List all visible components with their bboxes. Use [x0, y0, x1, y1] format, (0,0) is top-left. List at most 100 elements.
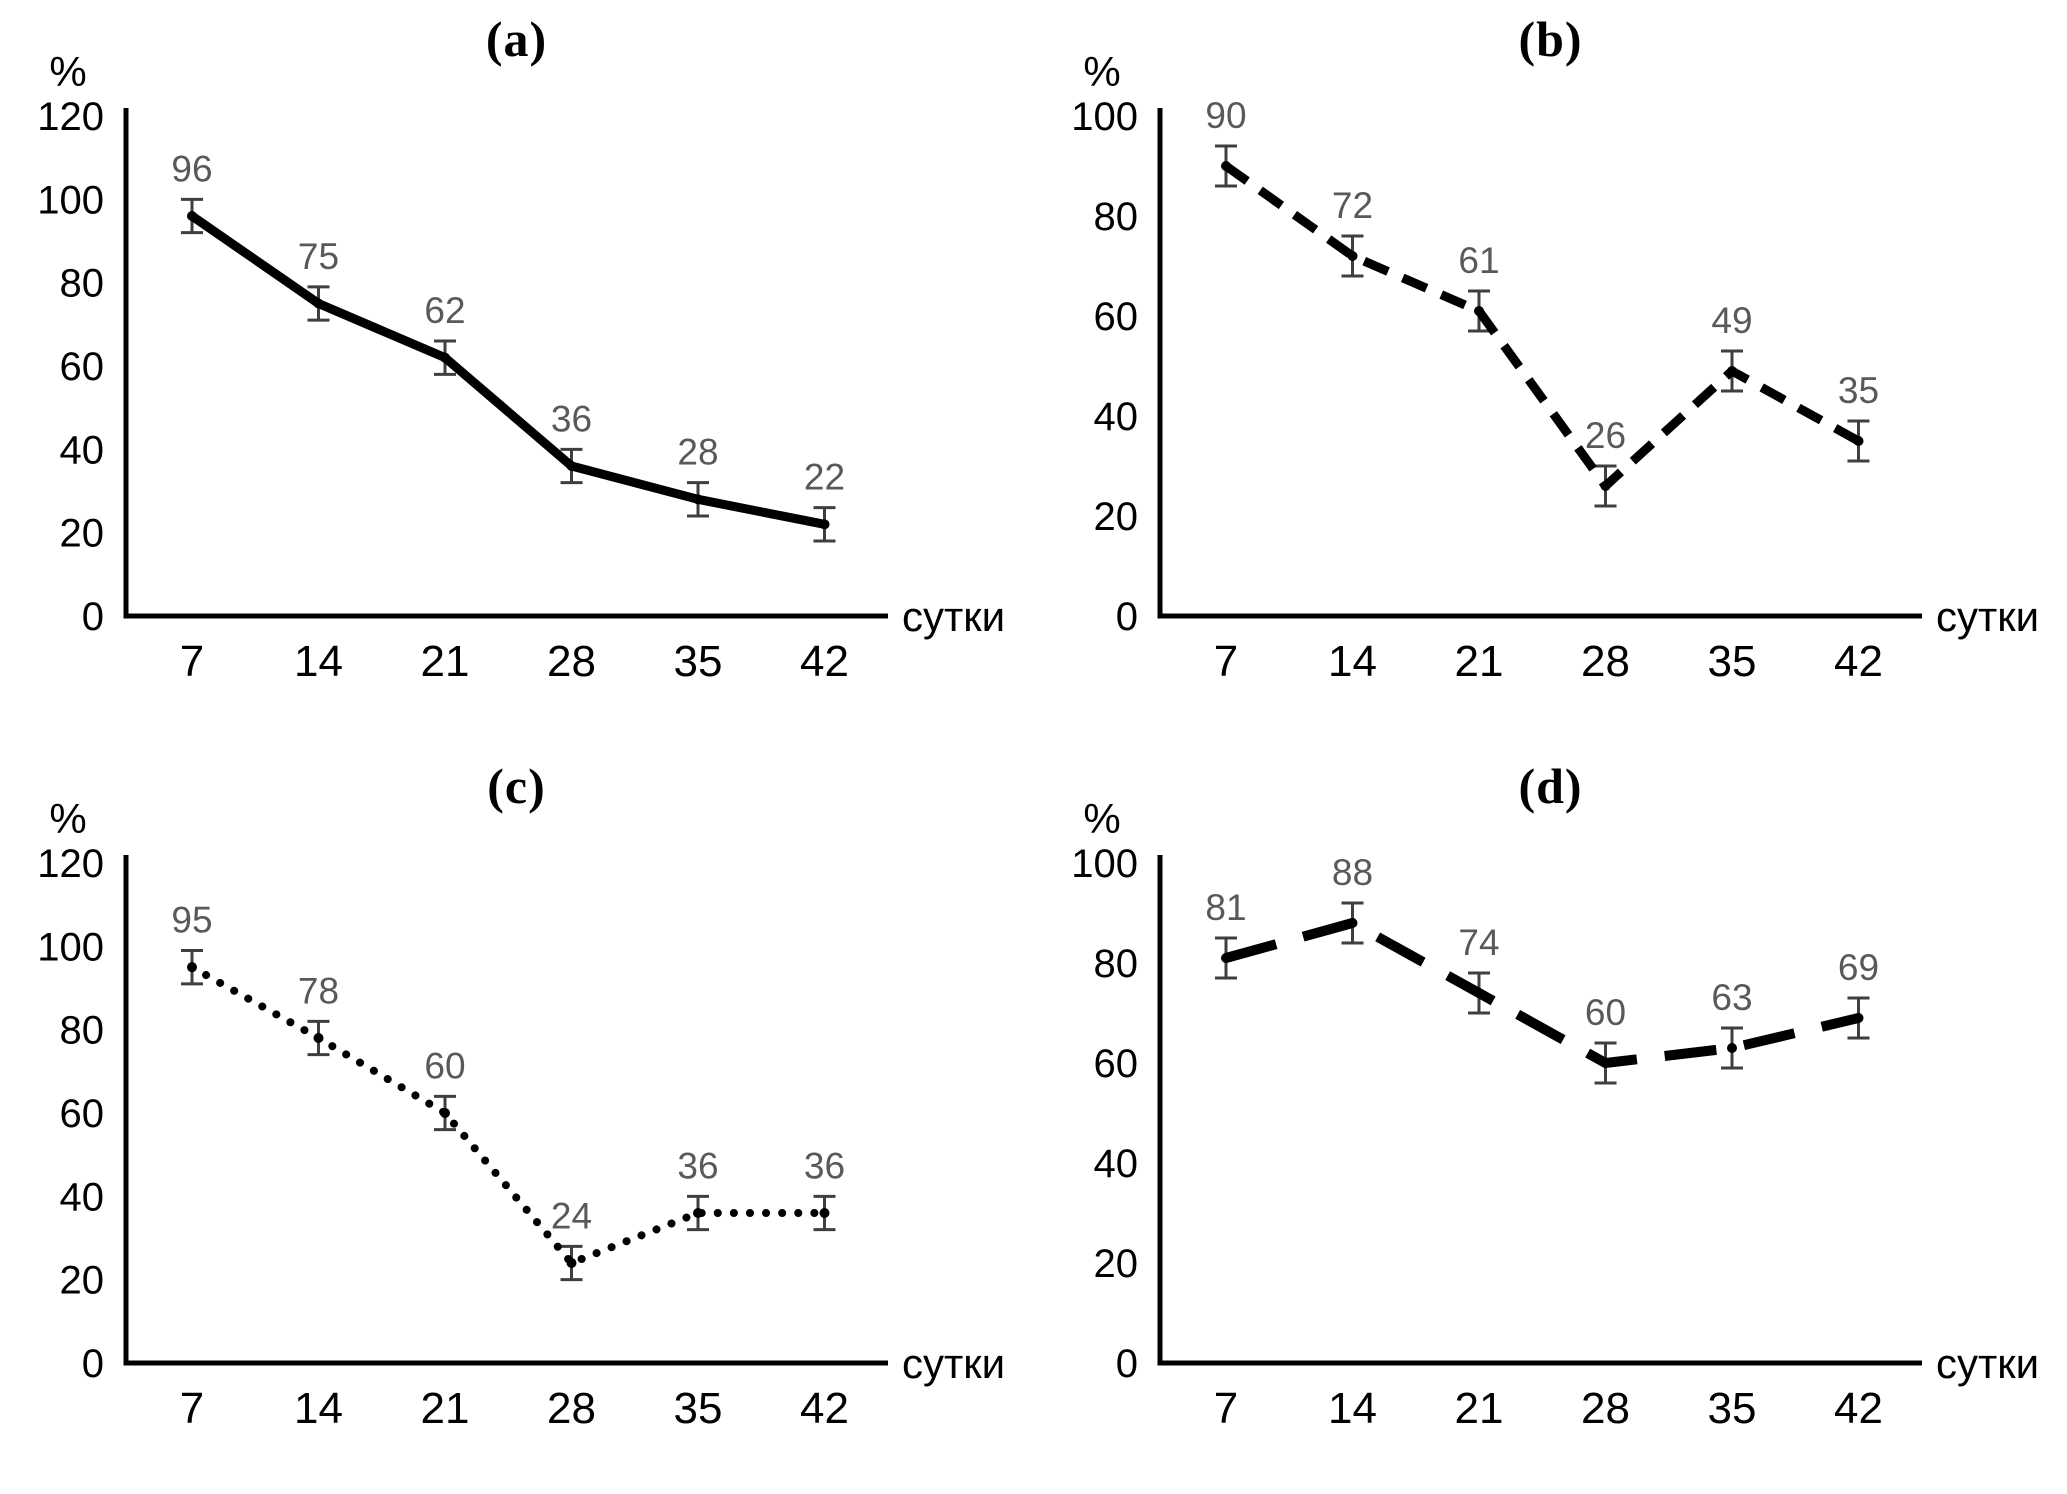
y-tick-label: 80 — [1094, 942, 1139, 986]
data-point-label: 62 — [424, 290, 465, 331]
y-tick-label: 120 — [37, 842, 104, 886]
data-point — [1727, 1043, 1737, 1053]
data-point — [1474, 988, 1484, 998]
x-tick-label: 21 — [1455, 1384, 1504, 1433]
y-tick-label: 80 — [60, 1009, 105, 1053]
chart-panel-c: (c) 0 20 40 60 80 100 120% 7 14 21 28 35 42 сутки 95 78… — [0, 747, 1033, 1494]
data-point-label: 72 — [1332, 185, 1373, 226]
y-tick-label: 40 — [1094, 395, 1139, 439]
chart-panel-a: (a) 0 20 40 60 80 100 120% 7 14 21 28 35 42 сутки 96 75… — [0, 0, 1033, 747]
data-point — [187, 962, 197, 973]
data-point — [1853, 436, 1864, 446]
y-tick-label: 20 — [1094, 495, 1139, 539]
data-point — [693, 494, 703, 505]
y-tick-label: 60 — [1094, 295, 1139, 339]
data-point — [819, 519, 830, 530]
y-tick-label: 20 — [60, 512, 105, 556]
data-point-label: 78 — [298, 970, 339, 1011]
data-point — [1221, 953, 1231, 963]
data-point — [187, 211, 197, 221]
y-tick-label: 20 — [1094, 1242, 1139, 1286]
y-tick-label: 100 — [1071, 842, 1138, 886]
chart-title-b: (b) — [1518, 11, 1583, 67]
data-point — [1853, 1013, 1864, 1023]
data-point-label: 35 — [1838, 370, 1879, 411]
x-axis-unit-label: сутки — [902, 593, 1005, 640]
data-point — [1474, 306, 1484, 316]
y-tick-label: 120 — [37, 95, 104, 139]
chart-panel-b: (b) 0 20 40 60 80 100% 7 14 21 28 35 42 сутки 90 72 61 2… — [1034, 0, 2067, 747]
data-point-label: 63 — [1711, 977, 1752, 1018]
data-point-label: 75 — [298, 236, 339, 277]
data-point — [1347, 918, 1358, 928]
x-tick-label: 35 — [1708, 637, 1757, 686]
data-point-label: 95 — [171, 900, 212, 941]
x-tick-label: 28 — [1581, 1384, 1630, 1433]
y-tick-label: 60 — [60, 1092, 105, 1136]
chart-title-c: (c) — [487, 758, 546, 814]
y-axis-unit-label: % — [49, 795, 86, 842]
data-point-label: 22 — [804, 457, 845, 498]
y-axis-unit-label: % — [1083, 795, 1120, 842]
data-point — [1727, 366, 1737, 376]
data-point-label: 24 — [551, 1195, 592, 1236]
x-tick-label: 7 — [180, 1384, 204, 1433]
y-tick-label: 100 — [37, 178, 104, 222]
data-point-label: 81 — [1205, 887, 1246, 928]
y-tick-label: 60 — [1094, 1042, 1139, 1086]
data-point — [819, 1208, 830, 1218]
y-tick-label: 40 — [60, 1175, 105, 1219]
y-tick-label: 0 — [1116, 595, 1138, 639]
x-axis-unit-label: сутки — [1936, 593, 2039, 640]
x-tick-label: 42 — [1834, 1384, 1883, 1433]
y-tick-label: 40 — [1094, 1142, 1139, 1186]
data-point-label: 36 — [551, 398, 592, 439]
chart-panel-d: (d) 0 20 40 60 80 100% 7 14 21 28 35 42 сутки 81 88 74 6… — [1034, 747, 2067, 1494]
data-point-label: 49 — [1711, 300, 1752, 341]
data-point-label: 26 — [1585, 415, 1626, 456]
y-tick-label: 100 — [1071, 95, 1138, 139]
data-point-label: 28 — [677, 432, 718, 473]
data-point-label: 96 — [171, 148, 212, 189]
y-axis-unit-label: % — [1083, 48, 1120, 95]
data-point — [1221, 161, 1231, 171]
x-tick-label: 7 — [1214, 637, 1238, 686]
x-tick-label: 21 — [1455, 637, 1504, 686]
data-point — [1600, 481, 1611, 491]
data-line — [189, 212, 826, 529]
data-point-label: 36 — [804, 1145, 845, 1186]
x-tick-label: 28 — [1581, 637, 1630, 686]
x-tick-label: 28 — [547, 637, 596, 686]
x-tick-label: 21 — [421, 637, 470, 686]
data-point-label: 61 — [1458, 240, 1499, 281]
chart-canvas-d: 0 20 40 60 80 100% 7 14 21 28 35 42 сутки 81 88 74 60 63 6… — [1071, 795, 2039, 1433]
data-point-label: 60 — [1585, 992, 1626, 1033]
y-tick-label: 0 — [1116, 1342, 1138, 1386]
data-point — [1347, 251, 1358, 261]
x-tick-label: 14 — [1328, 1384, 1377, 1433]
y-tick-label: 80 — [1094, 195, 1139, 239]
x-tick-label: 7 — [1214, 1384, 1238, 1433]
y-tick-label: 0 — [82, 1342, 104, 1386]
data-point — [566, 1258, 577, 1268]
x-tick-label: 7 — [180, 637, 204, 686]
y-axis-unit-label: % — [49, 48, 86, 95]
data-line — [188, 963, 829, 1267]
x-tick-label: 42 — [800, 637, 849, 686]
data-point — [566, 461, 577, 471]
data-point-label: 88 — [1332, 852, 1373, 893]
x-tick-label: 42 — [800, 1384, 849, 1433]
data-line — [1224, 918, 1860, 1068]
x-tick-label: 14 — [294, 637, 343, 686]
x-tick-label: 35 — [674, 637, 723, 686]
chart-canvas-c: 0 20 40 60 80 100 120% 7 14 21 28 35 42 сутки 95 78 60 24… — [37, 795, 1005, 1433]
data-point-label: 90 — [1205, 95, 1246, 136]
data-point — [1600, 1058, 1611, 1068]
chart-canvas-b: 0 20 40 60 80 100% 7 14 21 28 35 42 сутки 90 72 61 26 49 3… — [1071, 48, 2039, 686]
data-point — [313, 298, 324, 309]
data-point — [313, 1033, 324, 1043]
data-point-label: 69 — [1838, 947, 1879, 988]
x-tick-label: 14 — [294, 1384, 343, 1433]
data-point-label: 36 — [677, 1145, 718, 1186]
x-axis-unit-label: сутки — [902, 1340, 1005, 1387]
